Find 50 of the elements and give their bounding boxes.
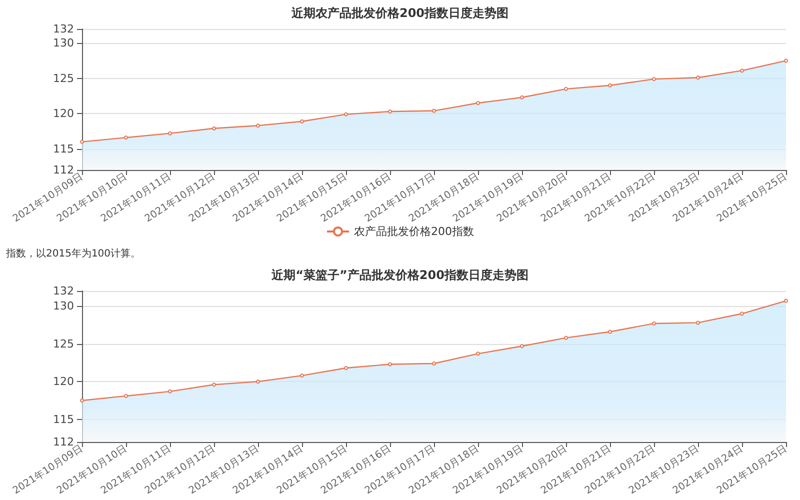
point — [432, 361, 436, 366]
point — [740, 68, 744, 73]
y-tick-label: 115 — [53, 142, 74, 156]
chart-title: 近期“菜篮子”产品批发价格200指数日度走势图 — [270, 268, 528, 282]
point — [564, 86, 568, 91]
point — [168, 389, 172, 394]
point — [784, 298, 788, 303]
point — [256, 380, 260, 384]
point — [168, 131, 172, 136]
point — [476, 352, 480, 356]
point — [784, 58, 788, 63]
point — [608, 83, 612, 88]
point — [344, 366, 348, 370]
y-tick-label: 132 — [53, 284, 74, 298]
point — [520, 95, 524, 100]
y-tick-label: 130 — [53, 36, 74, 50]
y-tick-label: 125 — [53, 72, 74, 85]
point — [256, 124, 260, 128]
point — [80, 140, 84, 144]
point — [124, 136, 128, 140]
point — [696, 320, 700, 325]
point — [652, 77, 656, 82]
point — [124, 394, 128, 398]
chart-title: 近期农产品批发价格200指数日度走势图 — [290, 6, 509, 20]
y-tick-label: 132 — [53, 22, 74, 36]
point — [740, 312, 744, 316]
point — [300, 374, 304, 378]
point — [212, 126, 216, 130]
point — [608, 330, 612, 334]
y-tick-label: 112 — [53, 164, 74, 176]
text: 指数，以2015年为100计算。 — [5, 248, 141, 260]
y-tick-label: 130 — [53, 300, 74, 313]
y-tick-label: 120 — [53, 375, 74, 388]
y-tick-label: 125 — [53, 337, 74, 350]
legend-label: 农产品批发价格200指数 — [354, 225, 474, 238]
point — [344, 112, 348, 116]
y-tick-label: 112 — [53, 436, 74, 448]
point — [300, 119, 304, 124]
point — [388, 362, 392, 366]
point — [80, 398, 84, 402]
point — [212, 382, 216, 387]
point — [432, 108, 436, 113]
y-tick-label: 120 — [53, 107, 74, 120]
point — [696, 76, 700, 80]
point — [388, 109, 392, 114]
point — [520, 344, 524, 348]
point — [476, 101, 480, 106]
y-tick-label: 115 — [53, 412, 74, 426]
point — [652, 321, 656, 326]
point — [564, 336, 568, 340]
